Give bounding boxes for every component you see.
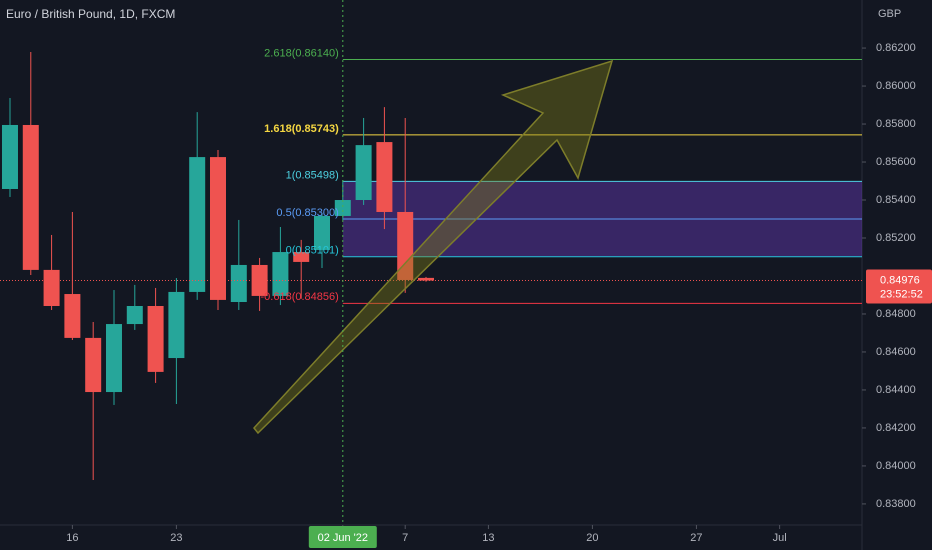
candle-body	[418, 277, 435, 281]
candle-body	[209, 157, 226, 300]
y-tick-label: 0.85400	[876, 194, 916, 206]
candle-body	[1, 124, 18, 189]
candle-body	[126, 305, 143, 325]
fib-label: 0.5(0.85300)	[276, 207, 338, 219]
candle-body	[251, 264, 268, 296]
x-tick-label: 27	[690, 532, 702, 544]
fib-label: -0.618(0.84856)	[261, 291, 339, 303]
x-tick-label: 13	[482, 532, 494, 544]
y-tick-label: 0.86200	[876, 42, 916, 54]
fib-label: 2.618(0.86140)	[264, 47, 339, 59]
candle-body	[64, 294, 81, 338]
crosshair-date-box	[308, 526, 377, 548]
candle-body	[43, 269, 60, 306]
x-tick-label: 20	[586, 532, 598, 544]
candle-body	[314, 215, 331, 250]
candle-body	[189, 157, 206, 292]
candle-body	[105, 324, 122, 393]
x-tick-label: 16	[66, 532, 78, 544]
y-tick-label: 0.84400	[876, 384, 916, 396]
y-tick-label: 0.84600	[876, 346, 916, 358]
x-tick-label: 23	[170, 532, 182, 544]
candle-body	[397, 211, 414, 280]
candle-body	[147, 305, 164, 372]
x-tick-label: 7	[402, 532, 408, 544]
chart-title: Euro / British Pound, 1D, FXCM	[6, 7, 175, 21]
countdown-label: 23:52:52	[880, 288, 923, 300]
plot-area	[0, 52, 862, 480]
fib-label: 1(0.85498)	[286, 169, 339, 181]
candle-body	[355, 145, 372, 201]
candle-body	[85, 337, 102, 393]
candle-body	[272, 252, 289, 296]
candle-body	[376, 142, 393, 212]
candle-body	[334, 200, 351, 216]
candle-body	[22, 124, 39, 270]
y-tick-label: 0.83800	[876, 498, 916, 510]
x-tick-label: Jul	[773, 532, 787, 544]
x-tick-label: 02 Jun '22	[318, 532, 368, 544]
candle-body	[168, 291, 185, 359]
last-price-label: 0.84976	[880, 274, 920, 286]
arrow-drawing	[253, 59, 614, 435]
candle-body	[293, 252, 310, 262]
fib-label: 1.618(0.85743)	[264, 123, 339, 135]
y-tick-label: 0.84000	[876, 460, 916, 472]
currency-label: GBP	[878, 8, 901, 20]
y-tick-label: 0.84200	[876, 422, 916, 434]
candle-body	[230, 264, 247, 303]
y-tick-label: 0.85600	[876, 156, 916, 168]
y-tick-label: 0.85800	[876, 118, 916, 130]
last-price-box	[866, 269, 932, 304]
y-tick-label: 0.85200	[876, 232, 916, 244]
fib-label: 0(0.85101)	[286, 245, 339, 257]
y-tick-label: 0.84800	[876, 308, 916, 320]
y-tick-label: 0.86000	[876, 80, 916, 92]
